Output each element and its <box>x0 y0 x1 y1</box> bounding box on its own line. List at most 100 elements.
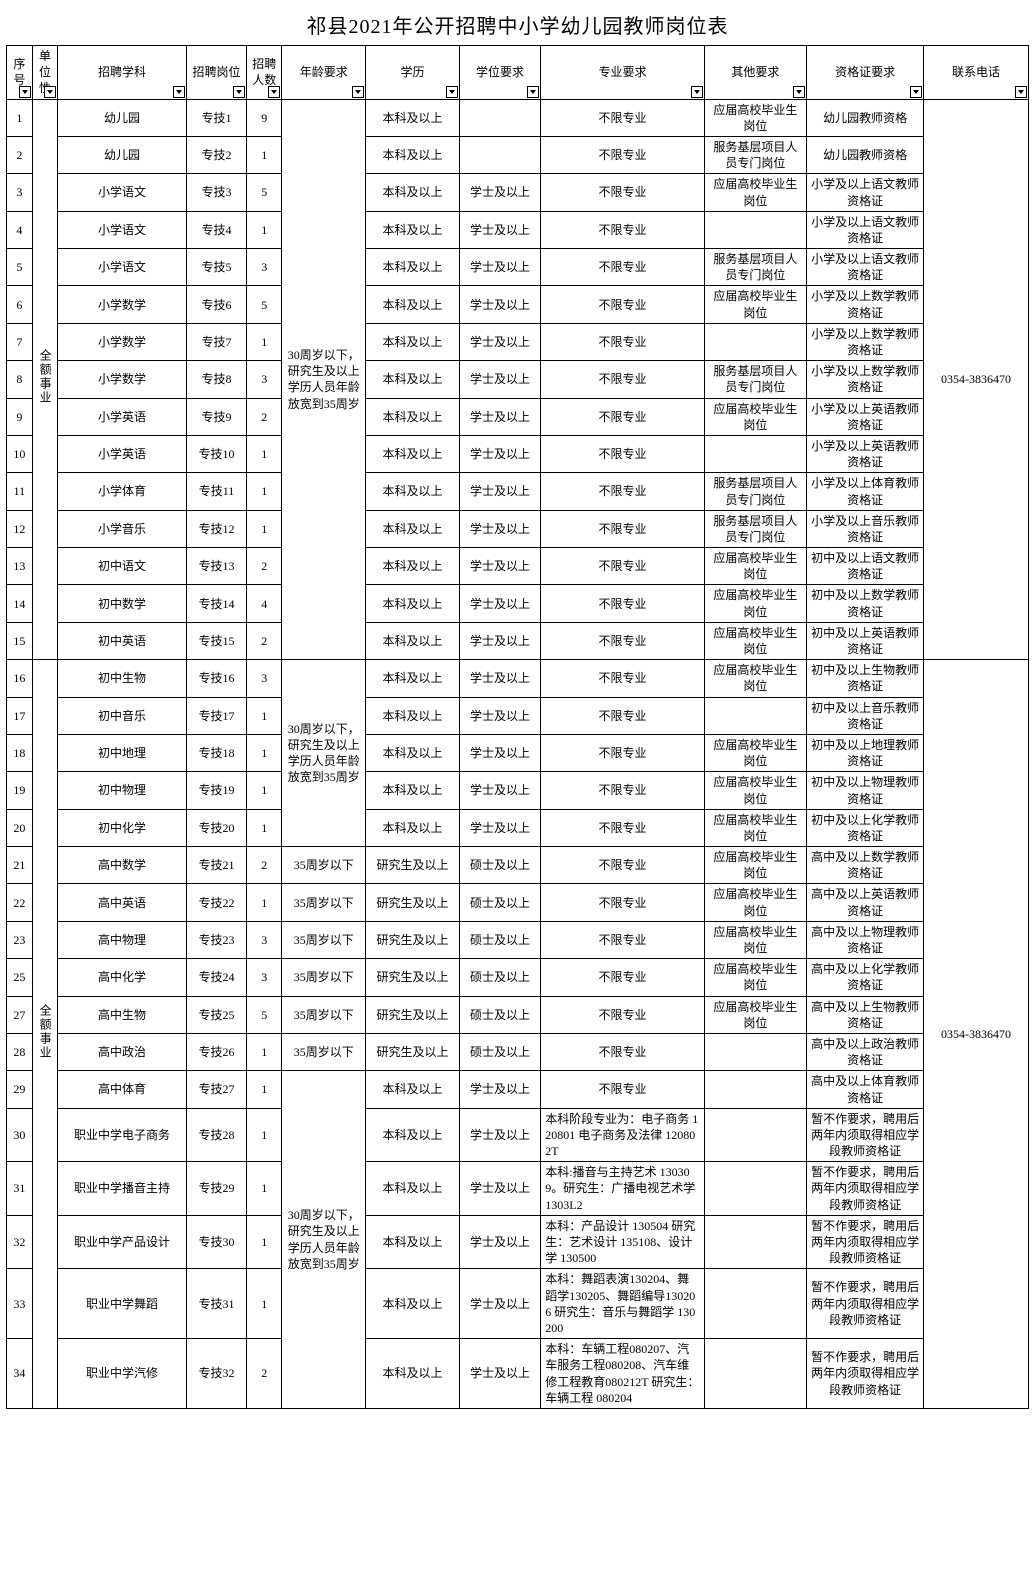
cell-xh: 27 <box>7 996 33 1033</box>
cell-zg: 小学及以上体育教师资格证 <box>807 473 924 510</box>
cell-xh: 32 <box>7 1215 33 1269</box>
table-row: 12小学音乐专技121本科及以上学士及以上不限专业服务基层项目人员专门岗位小学及… <box>7 510 1029 547</box>
cell-rs: 1 <box>247 1108 282 1162</box>
cell-qt: 服务基层项目人员专门岗位 <box>704 510 807 547</box>
cell-xl: 研究生及以上 <box>366 1033 459 1070</box>
cell-zg: 暂不作要求，聘用后两年内须取得相应学段教师资格证 <box>807 1269 924 1339</box>
col-header-zg[interactable]: 资格证要求 <box>807 46 924 100</box>
table-header-row: 序号 单位性 招聘学科 招聘岗位 招聘人数 年龄要求 学历 学位要求 专业要求 … <box>7 46 1029 100</box>
cell-xl: 本科及以上 <box>366 136 459 173</box>
cell-rs: 3 <box>247 921 282 958</box>
col-header-qt[interactable]: 其他要求 <box>704 46 807 100</box>
filter-icon[interactable] <box>527 86 539 98</box>
cell-xk: 高中化学 <box>58 959 186 996</box>
cell-rs: 4 <box>247 585 282 622</box>
filter-icon[interactable] <box>446 86 458 98</box>
cell-zy: 本科：车辆工程080207、汽车服务工程080208、汽车维修工程教育08021… <box>541 1339 704 1409</box>
col-header-xw[interactable]: 学位要求 <box>459 46 541 100</box>
cell-xl: 本科及以上 <box>366 548 459 585</box>
filter-icon[interactable] <box>352 86 364 98</box>
cell-qt: 应届高校毕业生岗位 <box>704 734 807 771</box>
cell-zy: 本科阶段专业为：电子商务 120801 电子商务及法律 120802T <box>541 1108 704 1162</box>
cell-qt: 应届高校毕业生岗位 <box>704 809 807 846</box>
cell-xw: 学士及以上 <box>459 1108 541 1162</box>
filter-icon[interactable] <box>173 86 185 98</box>
cell-gw: 专技12 <box>186 510 247 547</box>
cell-gw: 专技19 <box>186 772 247 809</box>
cell-xh: 29 <box>7 1071 33 1108</box>
cell-gw: 专技32 <box>186 1339 247 1409</box>
cell-xk: 小学语文 <box>58 174 186 211</box>
cell-rs: 1 <box>247 809 282 846</box>
cell-xl: 本科及以上 <box>366 174 459 211</box>
cell-xk: 职业中学舞蹈 <box>58 1269 186 1339</box>
cell-zy: 不限专业 <box>541 884 704 921</box>
filter-icon[interactable] <box>268 86 280 98</box>
cell-rs: 1 <box>247 323 282 360</box>
cell-age: 35周岁以下 <box>282 921 366 958</box>
table-row: 25高中化学专技24335周岁以下研究生及以上硕士及以上不限专业应届高校毕业生岗… <box>7 959 1029 996</box>
cell-qt: 应届高校毕业生岗位 <box>704 585 807 622</box>
cell-danwei: 全额事业 <box>32 660 58 1409</box>
cell-qt <box>704 1071 807 1108</box>
cell-xh: 1 <box>7 99 33 136</box>
cell-zy: 不限专业 <box>541 585 704 622</box>
cell-gw: 专技21 <box>186 847 247 884</box>
cell-qt: 应届高校毕业生岗位 <box>704 959 807 996</box>
cell-xw: 硕士及以上 <box>459 884 541 921</box>
cell-zg: 高中及以上体育教师资格证 <box>807 1071 924 1108</box>
col-header-xh[interactable]: 序号 <box>7 46 33 100</box>
col-header-xl[interactable]: 学历 <box>366 46 459 100</box>
cell-xw: 学士及以上 <box>459 174 541 211</box>
cell-xk: 初中物理 <box>58 772 186 809</box>
cell-xk: 高中政治 <box>58 1033 186 1070</box>
filter-icon[interactable] <box>910 86 922 98</box>
cell-xw: 学士及以上 <box>459 323 541 360</box>
cell-xl: 本科及以上 <box>366 772 459 809</box>
filter-icon[interactable] <box>691 86 703 98</box>
cell-zy: 不限专业 <box>541 99 704 136</box>
cell-qt <box>704 435 807 472</box>
cell-gw: 专技5 <box>186 249 247 286</box>
filter-icon[interactable] <box>44 86 56 98</box>
cell-xw: 学士及以上 <box>459 435 541 472</box>
cell-zg: 小学及以上数学教师资格证 <box>807 286 924 323</box>
cell-qt: 应届高校毕业生岗位 <box>704 660 807 697</box>
cell-xk: 职业中学电子商务 <box>58 1108 186 1162</box>
cell-rs: 3 <box>247 660 282 697</box>
cell-xw: 学士及以上 <box>459 548 541 585</box>
cell-xk: 初中数学 <box>58 585 186 622</box>
cell-qt: 应届高校毕业生岗位 <box>704 847 807 884</box>
cell-xl: 本科及以上 <box>366 1215 459 1269</box>
col-header-nl[interactable]: 年龄要求 <box>282 46 366 100</box>
cell-xh: 7 <box>7 323 33 360</box>
col-header-gw[interactable]: 招聘岗位 <box>186 46 247 100</box>
cell-zg: 小学及以上语文教师资格证 <box>807 174 924 211</box>
cell-gw: 专技3 <box>186 174 247 211</box>
col-header-xk[interactable]: 招聘学科 <box>58 46 186 100</box>
col-header-zy[interactable]: 专业要求 <box>541 46 704 100</box>
filter-icon[interactable] <box>19 86 31 98</box>
col-header-rs[interactable]: 招聘人数 <box>247 46 282 100</box>
filter-icon[interactable] <box>793 86 805 98</box>
cell-gw: 专技20 <box>186 809 247 846</box>
cell-gw: 专技17 <box>186 697 247 734</box>
col-header-dh[interactable]: 联系电话 <box>923 46 1028 100</box>
cell-zy: 不限专业 <box>541 959 704 996</box>
col-header-dw[interactable]: 单位性 <box>32 46 58 100</box>
cell-xh: 12 <box>7 510 33 547</box>
filter-icon[interactable] <box>233 86 245 98</box>
table-row: 18初中地理专技181本科及以上学士及以上不限专业应届高校毕业生岗位初中及以上地… <box>7 734 1029 771</box>
cell-zg: 高中及以上政治教师资格证 <box>807 1033 924 1070</box>
table-row: 22高中英语专技22135周岁以下研究生及以上硕士及以上不限专业应届高校毕业生岗… <box>7 884 1029 921</box>
filter-icon[interactable] <box>1015 86 1027 98</box>
cell-xk: 高中数学 <box>58 847 186 884</box>
cell-zy: 不限专业 <box>541 548 704 585</box>
cell-rs: 1 <box>247 734 282 771</box>
cell-rs: 1 <box>247 884 282 921</box>
cell-xh: 23 <box>7 921 33 958</box>
cell-qt: 应届高校毕业生岗位 <box>704 174 807 211</box>
cell-rs: 2 <box>247 398 282 435</box>
cell-zy: 不限专业 <box>541 361 704 398</box>
cell-xw: 学士及以上 <box>459 660 541 697</box>
